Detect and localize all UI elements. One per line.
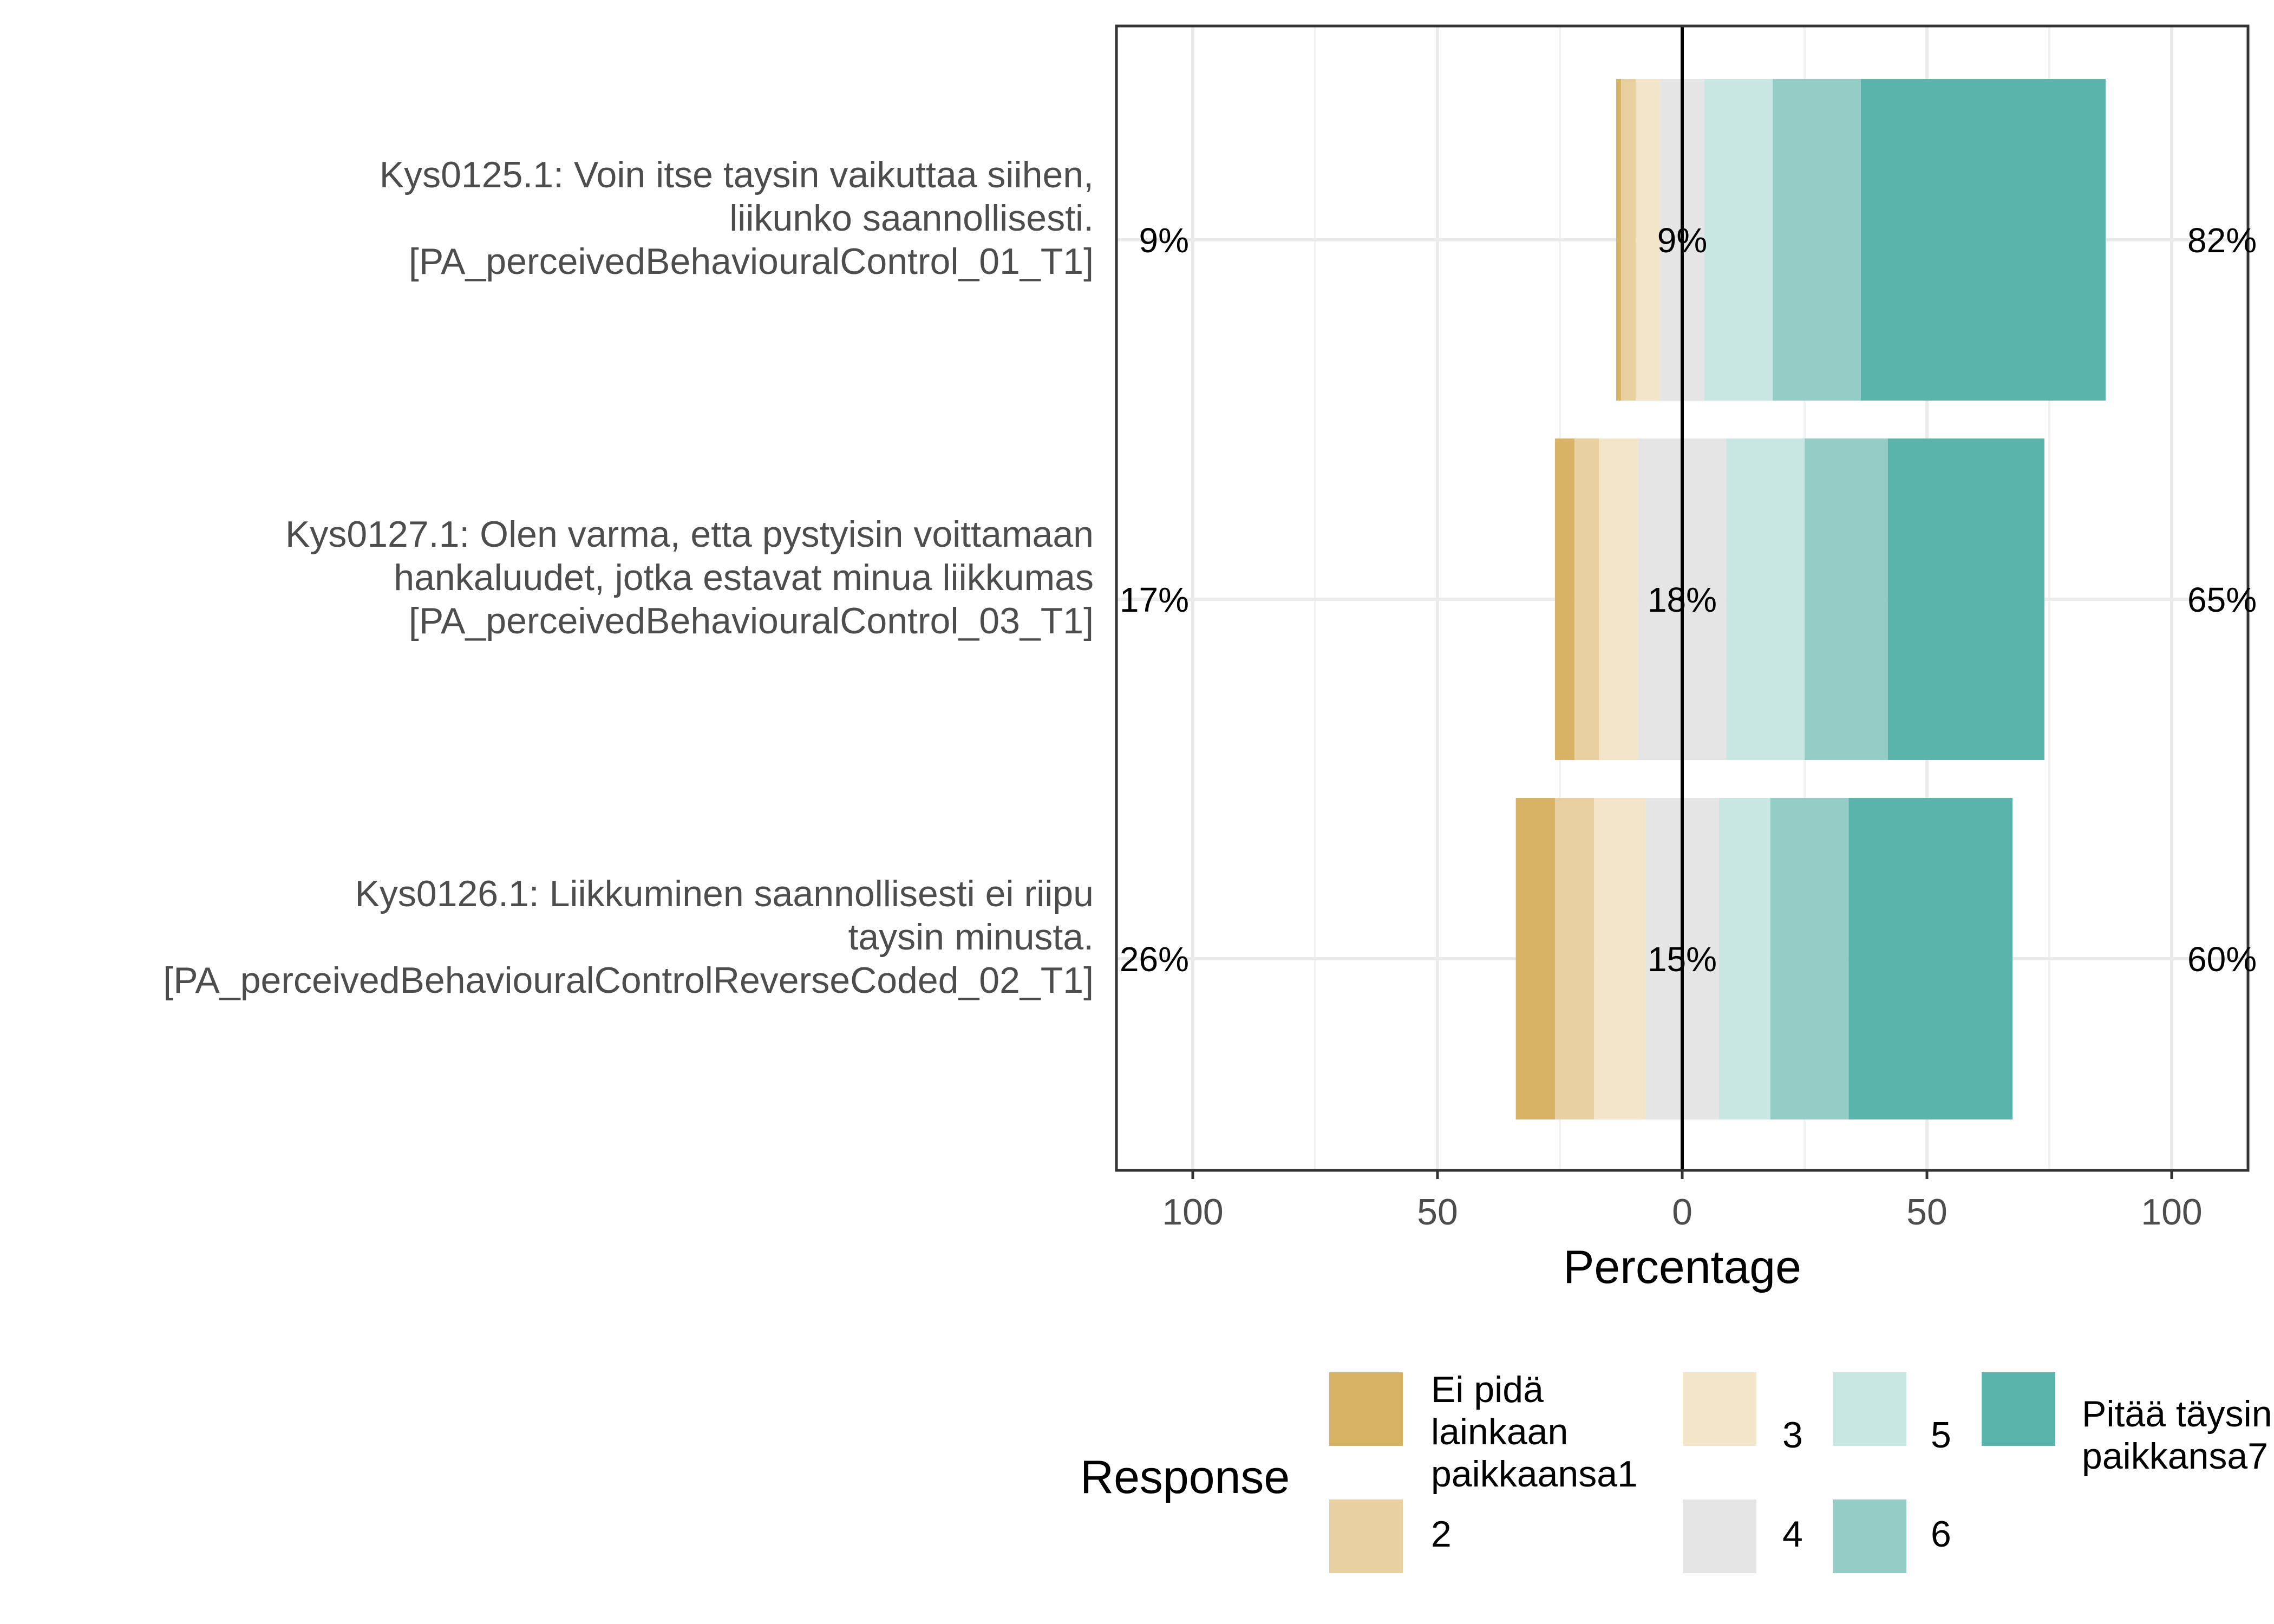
- legend-label: Ei pidä lainkaan paikkaansa1: [1431, 1368, 1638, 1495]
- x-tick-label: 50: [1417, 1191, 1458, 1233]
- x-tick-label: 100: [1162, 1191, 1223, 1233]
- category-label-line: Kys0126.1: Liikkuminen saannollisesti ei…: [355, 873, 1094, 914]
- bar-segment: [1860, 79, 2106, 401]
- bar-segment: [1621, 79, 1636, 401]
- bar-segment: [1848, 798, 2013, 1119]
- right-percent-label: 65%: [2187, 580, 2257, 619]
- x-tick-label: 50: [1906, 1191, 1948, 1233]
- bar-segment: [1594, 798, 1646, 1119]
- legend-swatch: [1683, 1499, 1756, 1573]
- category-label-line: hankaluudet, jotka estavat minua liikkum…: [394, 557, 1094, 598]
- legend-label-line: lainkaan: [1431, 1411, 1569, 1452]
- percent-labels: 9% 9% 82% 17% 18% 65% 26% 15% 60%: [1120, 221, 2257, 979]
- category-label-line: taysin minusta.: [848, 916, 1094, 958]
- legend-title: Response: [1080, 1451, 1290, 1503]
- legend-label-line: 3: [1782, 1415, 1803, 1456]
- category-label-line: liikunko saannollisesti.: [729, 198, 1094, 239]
- legend-swatch: [1683, 1372, 1756, 1446]
- legend-label: Pitää täysin paikkansa7: [2082, 1393, 2272, 1477]
- legend-swatch: [1833, 1372, 1906, 1446]
- legend-label: 5: [1931, 1414, 1951, 1456]
- legend-label: 3: [1782, 1414, 1803, 1456]
- x-tick-label: 0: [1672, 1191, 1693, 1233]
- category-label-line: [PA_perceivedBehaviouralControlReverseCo…: [163, 960, 1094, 1001]
- bar-segment: [1805, 438, 1888, 760]
- bar-segment: [1726, 438, 1805, 760]
- center-percent-label: 15%: [1648, 940, 1717, 979]
- legend-swatch: [1329, 1499, 1403, 1573]
- bar-segment: [1554, 438, 1575, 760]
- bar-segment: [1636, 79, 1661, 401]
- center-percent-label: 9%: [1657, 221, 1708, 260]
- legend-label-line: 5: [1931, 1415, 1951, 1456]
- bar-segment: [1599, 438, 1638, 760]
- legend-label: 2: [1431, 1513, 1452, 1555]
- bars-layer: [1515, 79, 2106, 1119]
- legend-label-line: 4: [1782, 1514, 1803, 1555]
- category-label-line: Kys0125.1: Voin itse taysin vaikuttaa si…: [379, 154, 1094, 195]
- left-percent-label: 17%: [1120, 580, 1189, 619]
- bar-segment: [1770, 798, 1849, 1119]
- category-label-line: Kys0127.1: Olen varma, etta pystyisin vo…: [285, 514, 1094, 555]
- bar-segment: [1616, 79, 1621, 401]
- bar-segment: [1554, 798, 1595, 1119]
- legend-label: 6: [1931, 1513, 1951, 1555]
- x-axis-title: Percentage: [1563, 1241, 1801, 1293]
- left-percent-label: 9%: [1139, 221, 1190, 260]
- left-percent-label: 26%: [1120, 940, 1189, 979]
- category-label: Kys0126.1: Liikkuminen saannollisesti ei…: [0, 872, 1094, 1002]
- right-percent-label: 82%: [2187, 221, 2257, 260]
- category-label-line: [PA_perceivedBehaviouralControl_01_T1]: [408, 241, 1094, 282]
- category-label: Kys0125.1: Voin itse taysin vaikuttaa si…: [0, 153, 1094, 283]
- legend-label-line: paikkaansa1: [1431, 1453, 1638, 1495]
- bar-segment: [1704, 79, 1773, 401]
- legend-label: 4: [1782, 1513, 1803, 1555]
- category-label-line: [PA_perceivedBehaviouralControl_03_T1]: [408, 600, 1094, 641]
- legend-label-line: 2: [1431, 1514, 1452, 1555]
- x-tick-label: 100: [2141, 1191, 2202, 1233]
- x-axis-ticks: 100 50 0 50 100: [1162, 1170, 2203, 1233]
- legend-label-line: paikkansa7: [2082, 1436, 2269, 1477]
- bar-segment: [1574, 438, 1599, 760]
- legend-label-line: 6: [1931, 1514, 1951, 1555]
- bar-segment: [1718, 798, 1770, 1119]
- legend-label-line: Pitää täysin: [2082, 1393, 2272, 1435]
- bar-segment: [1515, 798, 1555, 1119]
- legend-swatch: [1982, 1372, 2055, 1446]
- bar-segment: [1887, 438, 2044, 760]
- legend-label-line: Ei pidä: [1431, 1369, 1544, 1410]
- legend-swatch: [1833, 1499, 1906, 1573]
- category-label: Kys0127.1: Olen varma, etta pystyisin vo…: [0, 513, 1094, 643]
- right-percent-label: 60%: [2187, 940, 2257, 979]
- bar-segment: [1773, 79, 1861, 401]
- center-percent-label: 18%: [1648, 580, 1717, 619]
- legend-swatch: [1329, 1372, 1403, 1446]
